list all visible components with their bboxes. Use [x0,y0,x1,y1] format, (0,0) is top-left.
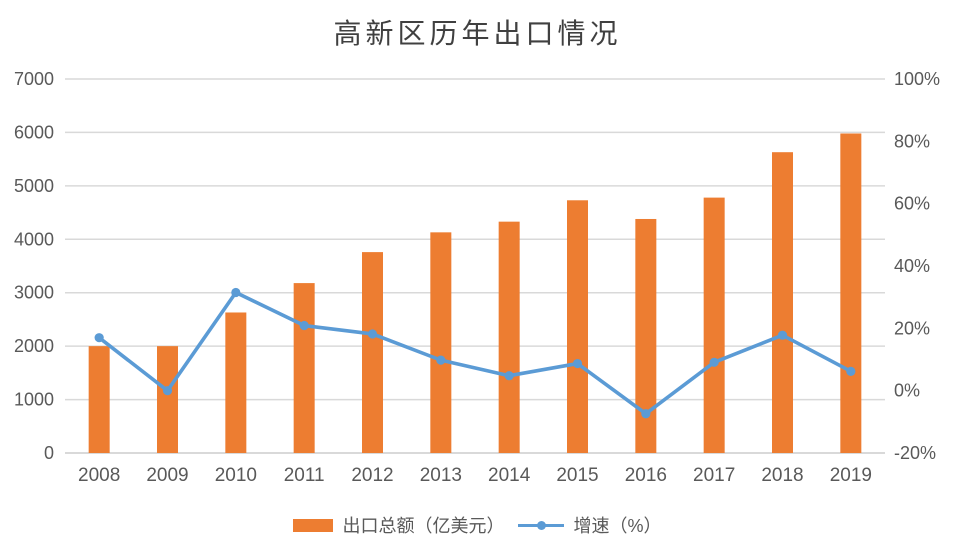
bar-series-swatch-icon [293,518,334,532]
legend-item-growth: 增速（%） [518,512,662,538]
growth-point-2008 [94,333,104,343]
x-axis-label-2013: 2013 [420,465,462,486]
x-axis-label-2019: 2019 [830,465,872,486]
growth-point-2009 [162,386,173,396]
x-axis-label-2010: 2010 [215,465,257,486]
y-axis-left-label-5000: 5000 [14,176,54,196]
growth-point-2016 [641,409,651,419]
bar-2019 [840,133,862,454]
growth-point-2014 [504,371,514,381]
growth-point-2019 [846,366,856,376]
y-axis-left-label-7000: 7000 [14,69,54,89]
bar-2012 [362,252,383,453]
x-axis-label-2014: 2014 [488,465,531,486]
legend-label-growth: 增速（%） [573,516,662,536]
growth-point-2011 [299,320,309,331]
growth-point-2012 [367,329,378,339]
y-axis-left-label-4000: 4000 [14,229,54,249]
x-axis-label-2012: 2012 [351,465,393,486]
x-axis-label-2015: 2015 [556,465,598,486]
y-axis-left-label-6000: 6000 [14,122,54,142]
growth-point-2018 [777,330,788,340]
chart-title: 高新区历年出口情况 [333,19,622,50]
x-axis-label-2016: 2016 [625,465,667,486]
bar-2008 [88,346,110,453]
y-axis-left-label-2000: 2000 [14,336,54,356]
x-axis-label-2018: 2018 [761,465,803,486]
y-axis-left-label-1000: 1000 [14,390,54,410]
y-axis-right-label-80%: 80% [894,131,930,151]
y-axis-right-label-20%: 20% [894,318,930,338]
x-axis-label-2008: 2008 [78,465,120,486]
legend-item-exports: 出口总额（亿美元） [293,512,504,538]
bar-2016 [635,218,657,453]
x-axis-label-2011: 2011 [284,465,325,486]
bar-2011 [293,283,315,453]
growth-point-2015 [572,358,583,369]
bar-2017 [703,197,725,453]
y-axis-left-label-0: 0 [44,443,54,463]
y-axis-right-label--20%: -20% [894,443,936,463]
bar-2015 [567,200,588,453]
growth-point-2013 [436,355,446,365]
line-series-swatch-icon [518,519,565,532]
legend-label-exports: 出口总额（亿美元） [342,516,505,536]
bar-2010 [225,312,247,453]
growth-point-2010 [231,287,241,298]
y-axis-left-label-3000: 3000 [14,283,54,303]
y-axis-right-label-60%: 60% [894,194,930,214]
bar-2018 [772,152,793,453]
x-axis-label-2009: 2009 [146,465,188,486]
bar-2014 [498,221,520,453]
chart-legend: 出口总额（亿美元） 增速（%） [0,512,955,538]
growth-line [97,290,853,416]
y-axis-right-label-40%: 40% [894,256,930,276]
bar-2013 [430,232,452,453]
y-axis-right-label-100%: 100% [894,69,940,89]
y-axis-right-label-0%: 0% [894,381,920,401]
growth-point-2017 [709,357,719,367]
bar-2009 [157,346,178,453]
x-axis-label-2017: 2017 [693,465,735,486]
